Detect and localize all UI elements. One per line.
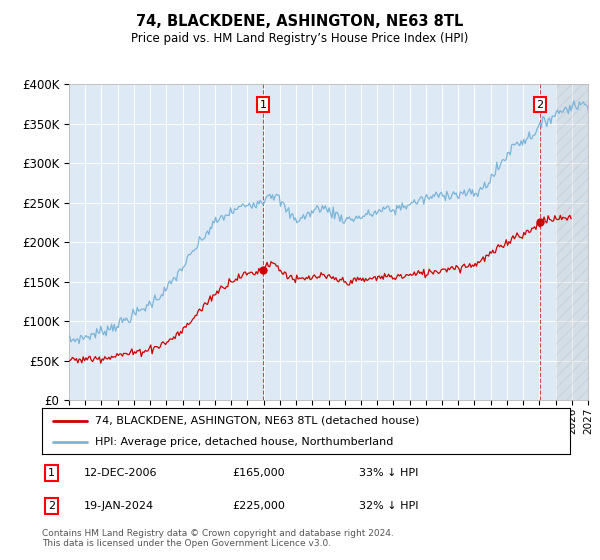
Text: 74, BLACKDENE, ASHINGTON, NE63 8TL (detached house): 74, BLACKDENE, ASHINGTON, NE63 8TL (deta… bbox=[95, 416, 419, 426]
Text: £225,000: £225,000 bbox=[232, 501, 285, 511]
Text: Price paid vs. HM Land Registry’s House Price Index (HPI): Price paid vs. HM Land Registry’s House … bbox=[131, 31, 469, 45]
Text: 19-JAN-2024: 19-JAN-2024 bbox=[84, 501, 154, 511]
Text: 12-DEC-2006: 12-DEC-2006 bbox=[84, 468, 158, 478]
Text: 1: 1 bbox=[259, 100, 266, 110]
Text: HPI: Average price, detached house, Northumberland: HPI: Average price, detached house, Nort… bbox=[95, 437, 393, 447]
Text: £165,000: £165,000 bbox=[232, 468, 285, 478]
Text: Contains HM Land Registry data © Crown copyright and database right 2024.
This d: Contains HM Land Registry data © Crown c… bbox=[42, 529, 394, 548]
Text: 2: 2 bbox=[536, 100, 544, 110]
Text: 2: 2 bbox=[48, 501, 55, 511]
Bar bbox=[556, 84, 588, 400]
Text: 74, BLACKDENE, ASHINGTON, NE63 8TL: 74, BLACKDENE, ASHINGTON, NE63 8TL bbox=[136, 14, 464, 29]
Text: 33% ↓ HPI: 33% ↓ HPI bbox=[359, 468, 418, 478]
Text: 32% ↓ HPI: 32% ↓ HPI bbox=[359, 501, 418, 511]
Text: 1: 1 bbox=[48, 468, 55, 478]
